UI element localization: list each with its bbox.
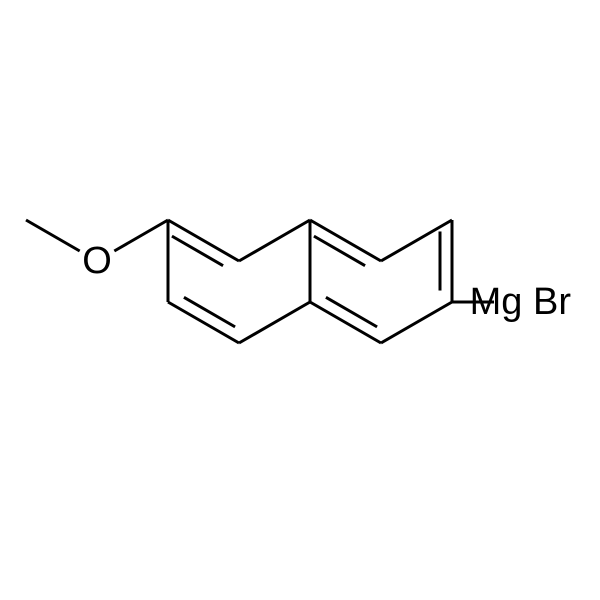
bond-O-C1 bbox=[114, 220, 168, 251]
atom-label-Mg: Mg bbox=[470, 281, 523, 323]
bond-C9-C10-inner bbox=[184, 297, 235, 327]
bond-C1-C2-inner bbox=[172, 236, 223, 266]
bond-C7-C8-inner bbox=[326, 297, 377, 327]
bond-C3-C4-inner bbox=[314, 236, 365, 266]
bond-C8-C9 bbox=[239, 302, 310, 343]
bond-OMe_C-O bbox=[26, 220, 80, 251]
molecule-diagram: O MgBr bbox=[0, 0, 600, 600]
bond-C2-C3 bbox=[239, 220, 310, 261]
atom-label-O: O bbox=[82, 240, 112, 282]
atom-label-Br: Br bbox=[533, 281, 571, 323]
bond-C6-C7 bbox=[381, 302, 452, 343]
